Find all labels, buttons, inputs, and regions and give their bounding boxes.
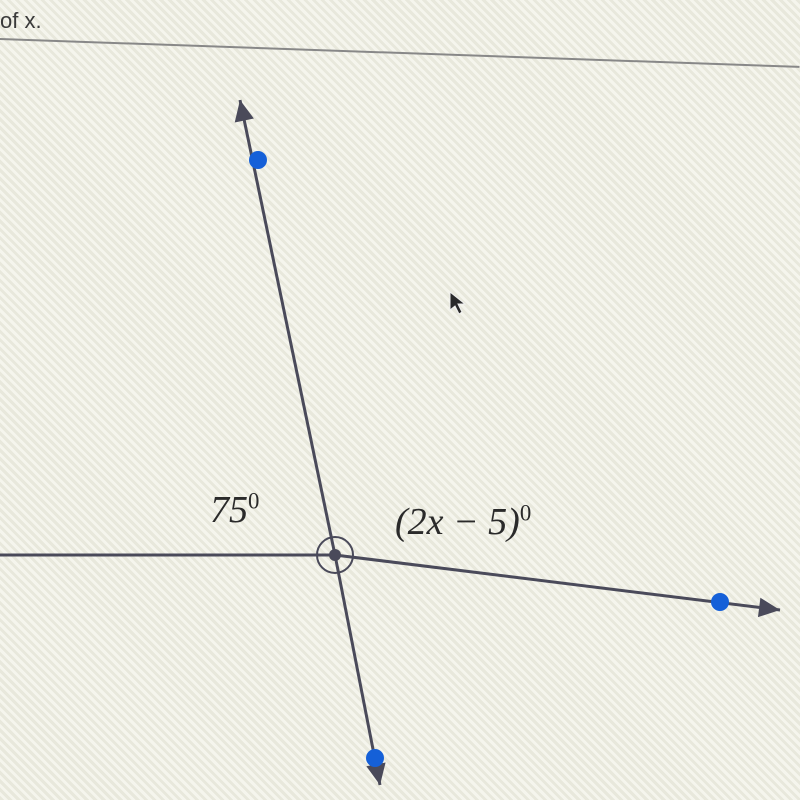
label-main-angle-expression: (2x − 5) — [395, 501, 520, 543]
mouse-cursor — [448, 290, 468, 316]
point-horizontal-right — [711, 593, 729, 611]
point-upper-ray — [249, 151, 267, 169]
label-degree-angle-75: 0 — [248, 488, 259, 513]
arrow-horizontal-right — [758, 598, 780, 617]
ray-upper-ray — [240, 100, 335, 555]
point-lower-ray — [366, 749, 384, 767]
label-angle-expression: (2x − 5)0 — [395, 500, 531, 544]
arrow-upper-ray — [235, 100, 254, 123]
label-degree-angle-expression: 0 — [520, 500, 531, 525]
vertex-inner-dot — [329, 549, 341, 561]
label-main-angle-75: 75 — [210, 489, 248, 531]
angle-diagram — [0, 0, 800, 800]
label-angle-75: 750 — [210, 488, 259, 532]
